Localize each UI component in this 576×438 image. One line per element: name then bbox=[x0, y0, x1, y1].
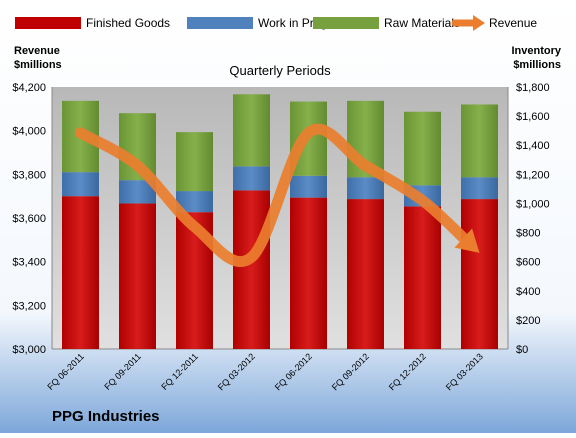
right-tick-label: $600 bbox=[516, 257, 540, 269]
bar-raw-materials bbox=[404, 111, 441, 186]
right-tick-label: $200 bbox=[516, 315, 540, 327]
right-tick-label: $0 bbox=[516, 344, 528, 356]
left-tick-label: $3,200 bbox=[12, 300, 46, 312]
right-tick-label: $1,800 bbox=[516, 82, 550, 94]
left-tick-label: $3,600 bbox=[12, 213, 46, 225]
revenue-line bbox=[75, 123, 474, 268]
bar-finished-goods bbox=[461, 199, 498, 349]
legend: Finished Goods Work in Progress Raw Materi… bbox=[15, 15, 537, 31]
left-tick-label: $3,800 bbox=[12, 169, 46, 181]
bar-finished-goods bbox=[347, 199, 384, 349]
right-axis-label-line1: Inventory bbox=[511, 45, 561, 57]
bar-finished-goods bbox=[62, 196, 99, 349]
bar-raw-materials bbox=[461, 104, 498, 178]
revenue-arrowhead bbox=[454, 228, 480, 253]
legend-label: Raw Materials bbox=[384, 16, 460, 30]
bar-raw-materials bbox=[176, 132, 213, 192]
legend-swatch bbox=[187, 17, 253, 29]
legend-swatch bbox=[15, 17, 81, 29]
bar-finished-goods bbox=[233, 190, 270, 349]
right-tick-label: $1,000 bbox=[516, 198, 550, 210]
legend-label: Finished Goods bbox=[86, 16, 170, 30]
left-axis-label-line1: Revenue bbox=[14, 45, 60, 57]
right-tick-label: $1,200 bbox=[516, 169, 550, 181]
bar-raw-materials bbox=[233, 94, 270, 167]
bar-finished-goods bbox=[404, 206, 441, 349]
right-tick-label: $400 bbox=[516, 286, 540, 298]
revenue-series bbox=[75, 123, 480, 268]
chart-title: Quarterly Periods bbox=[229, 63, 331, 78]
company-name: PPG Industries bbox=[52, 408, 160, 425]
left-tick-label: $3,400 bbox=[12, 257, 46, 269]
right-tick-label: $1,600 bbox=[516, 111, 550, 123]
legend-arrowhead bbox=[473, 15, 485, 31]
right-tick-label: $800 bbox=[516, 228, 540, 240]
bar-work-in-progress bbox=[290, 175, 327, 198]
bar-work-in-progress bbox=[62, 172, 99, 197]
left-tick-label: $3,000 bbox=[12, 344, 46, 356]
bar-work-in-progress bbox=[119, 180, 156, 204]
left-tick-label: $4,200 bbox=[12, 82, 46, 94]
left-tick-label: $4,000 bbox=[12, 126, 46, 138]
bar-work-in-progress bbox=[461, 177, 498, 200]
right-tick-label: $1,400 bbox=[516, 140, 550, 152]
bar-work-in-progress bbox=[347, 177, 384, 200]
bar-finished-goods bbox=[119, 203, 156, 349]
legend-swatch bbox=[313, 17, 379, 29]
bar-work-in-progress bbox=[233, 166, 270, 191]
bar-work-in-progress bbox=[176, 191, 213, 213]
legend-label: Revenue bbox=[489, 16, 537, 30]
left-axis-label-line2: $millions bbox=[14, 59, 62, 71]
bar-finished-goods bbox=[290, 197, 327, 349]
right-axis-label-line2: $millions bbox=[513, 59, 561, 71]
